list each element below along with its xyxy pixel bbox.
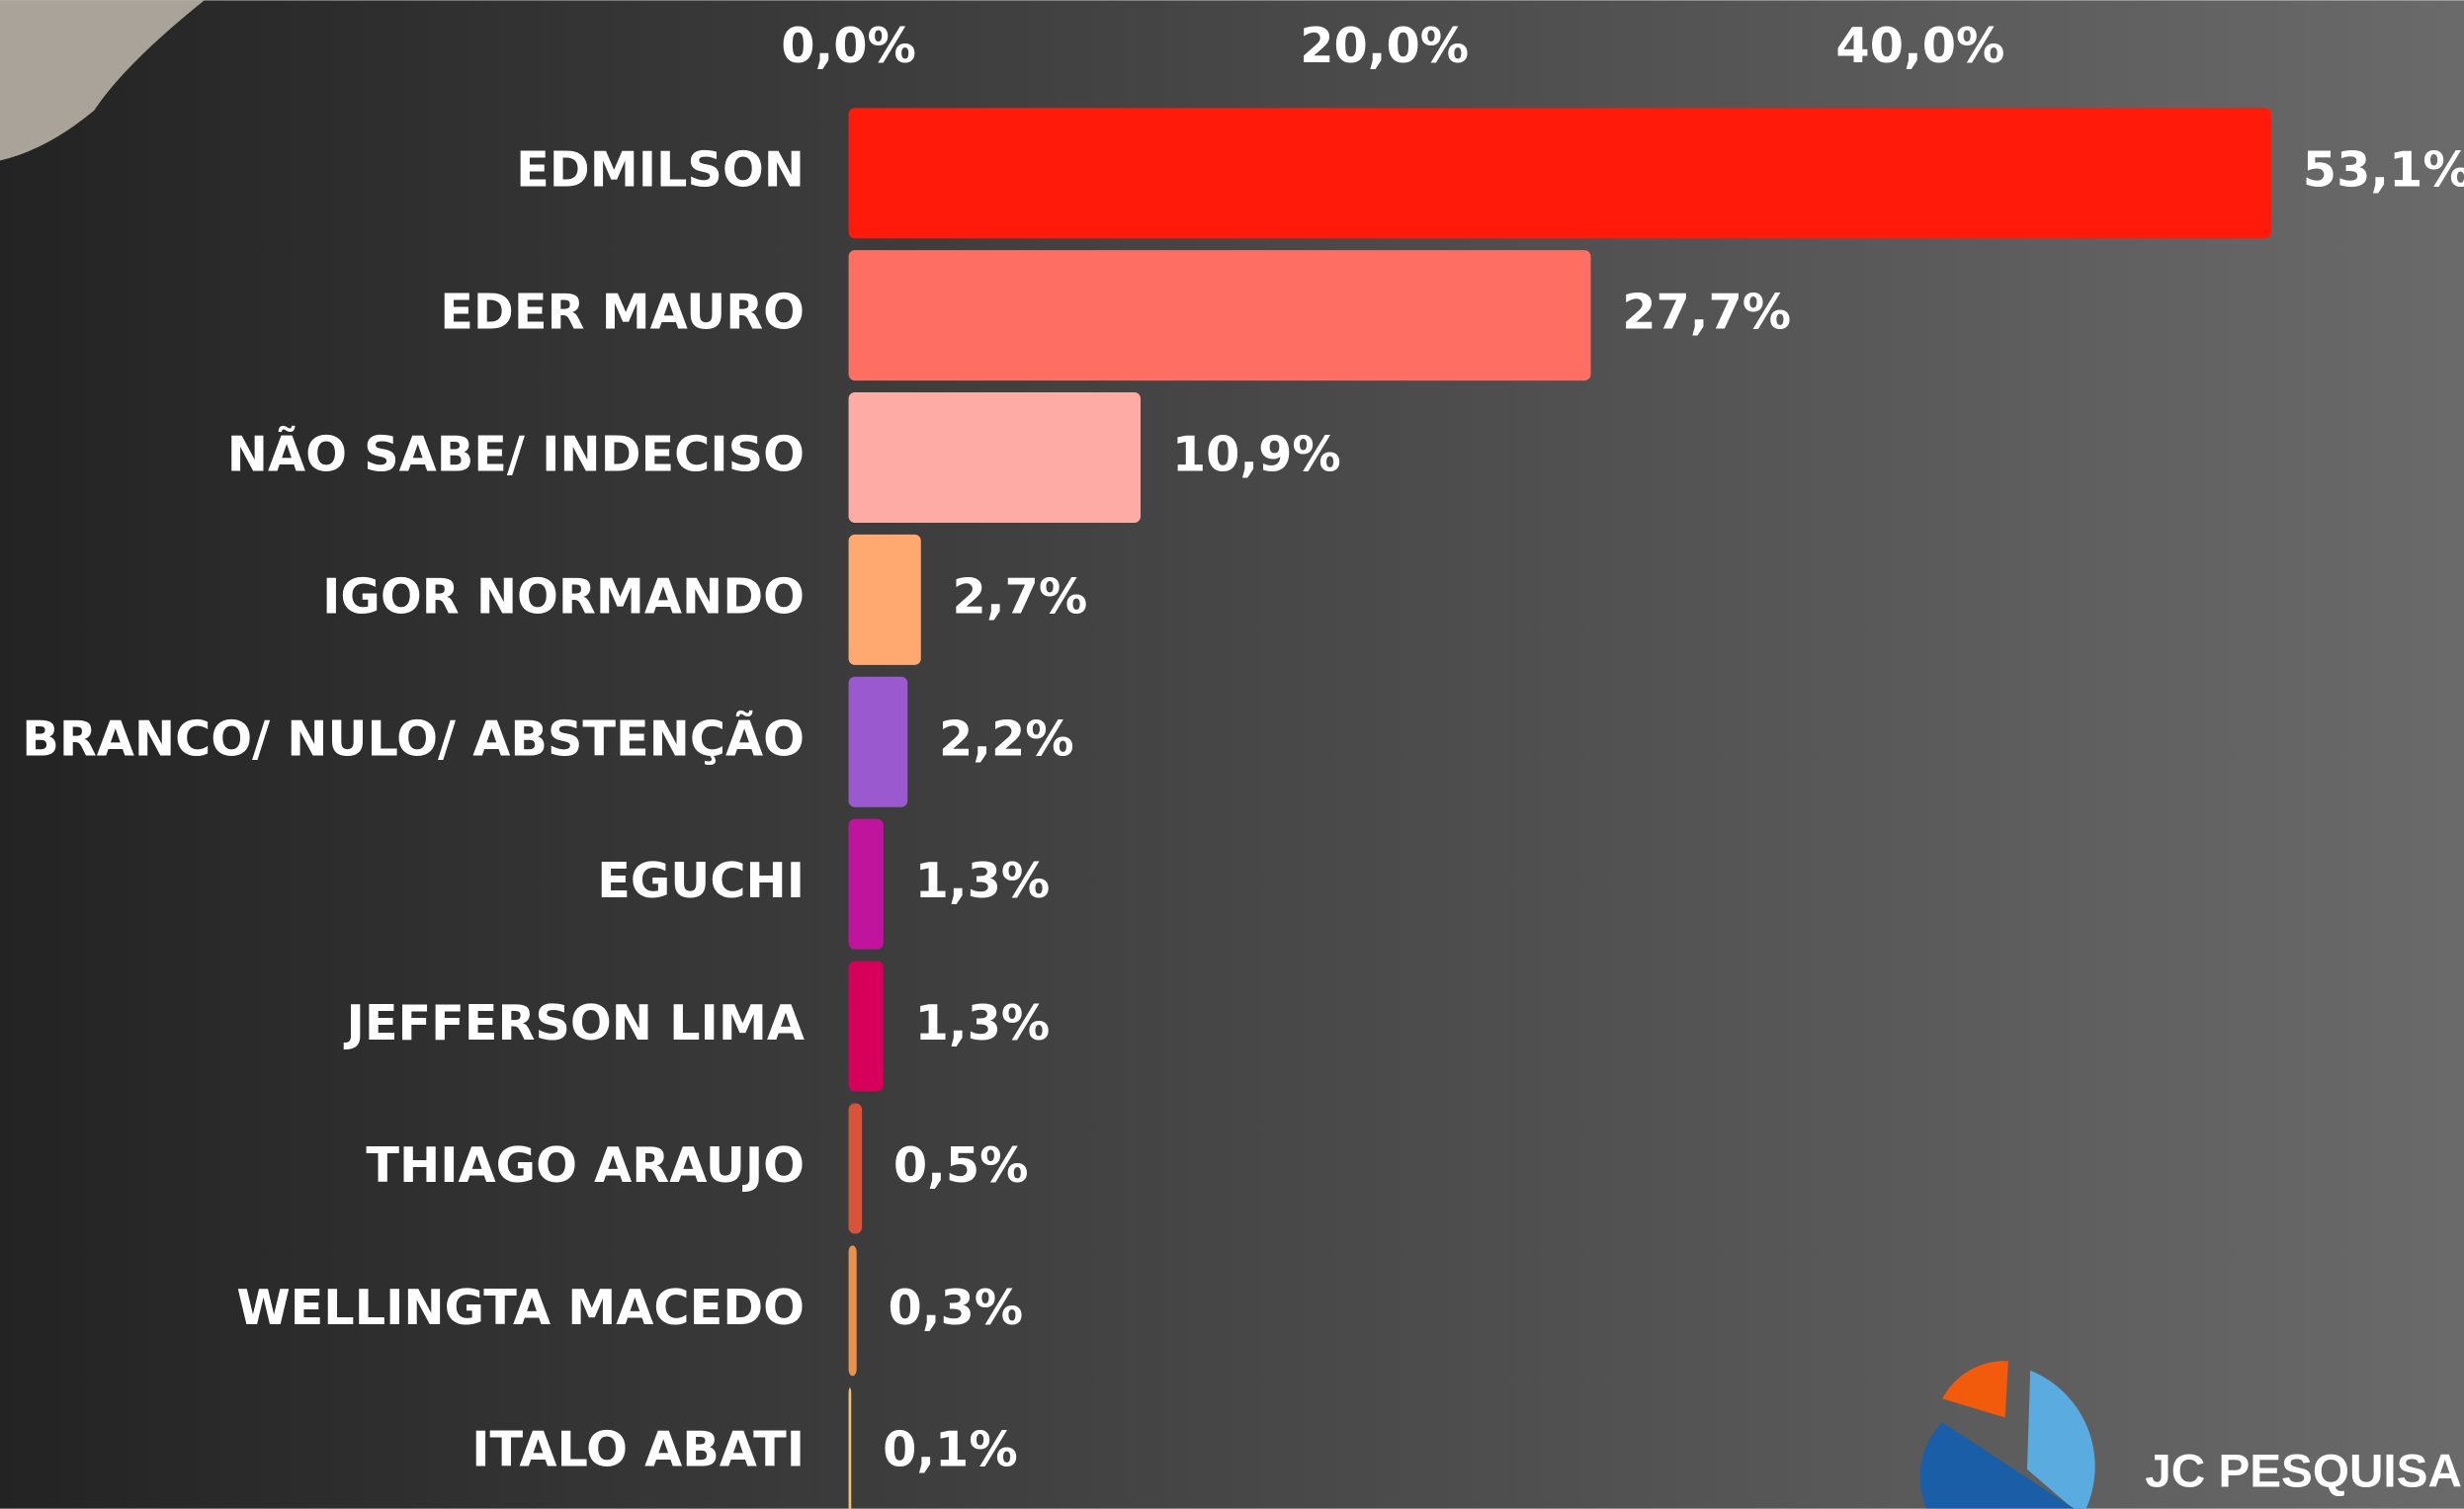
- logo-icon: [1919, 1361, 2095, 1509]
- bar: [848, 250, 1591, 381]
- category-label: WELLINGTA MACEDO: [236, 1279, 805, 1336]
- bar: [848, 961, 884, 1092]
- bar: [848, 1387, 852, 1509]
- category-label: EGUCHI: [597, 852, 805, 909]
- value-label: 0,1%: [883, 1421, 1018, 1478]
- value-label: 2,2%: [939, 710, 1074, 767]
- value-label: 2,7%: [953, 567, 1088, 625]
- bar: [848, 108, 2272, 239]
- x-tick-label: 40,0%: [1835, 17, 2004, 74]
- value-label: 0,5%: [893, 1136, 1029, 1194]
- value-label: 1,3%: [915, 994, 1051, 1051]
- value-label: 27,7%: [1622, 284, 1791, 341]
- bar: [848, 818, 884, 950]
- value-label: 53,1%: [2303, 141, 2464, 199]
- value-label: 0,3%: [888, 1279, 1023, 1336]
- category-label: IGOR NORMANDO: [322, 567, 805, 625]
- bar: [848, 534, 921, 665]
- category-label: EDER MAURO: [440, 284, 805, 341]
- bar: [848, 392, 1142, 523]
- x-tick-label: 20,0%: [1300, 17, 1469, 74]
- bar: [848, 1245, 857, 1377]
- category-label: THIAGO ARAUJO: [366, 1136, 805, 1194]
- category-label: EDMILSON: [516, 141, 805, 199]
- category-label: BRANCO/ NULO/ ABSTENÇÃO: [22, 709, 805, 767]
- category-label: NÃO SABE/ INDECISO: [227, 425, 805, 483]
- corner-decoration: [0, 0, 205, 161]
- bar: [848, 1103, 863, 1234]
- bar: [848, 676, 908, 807]
- category-label: JEFFERSON LIMA: [344, 994, 806, 1051]
- value-label: 1,3%: [915, 852, 1051, 909]
- x-tick-label: 0,0%: [781, 17, 916, 74]
- value-label: 10,9%: [1172, 426, 1341, 483]
- logo-text: JC PESQUISA: [2145, 1445, 2462, 1497]
- category-label: ITALO ABATI: [471, 1421, 805, 1478]
